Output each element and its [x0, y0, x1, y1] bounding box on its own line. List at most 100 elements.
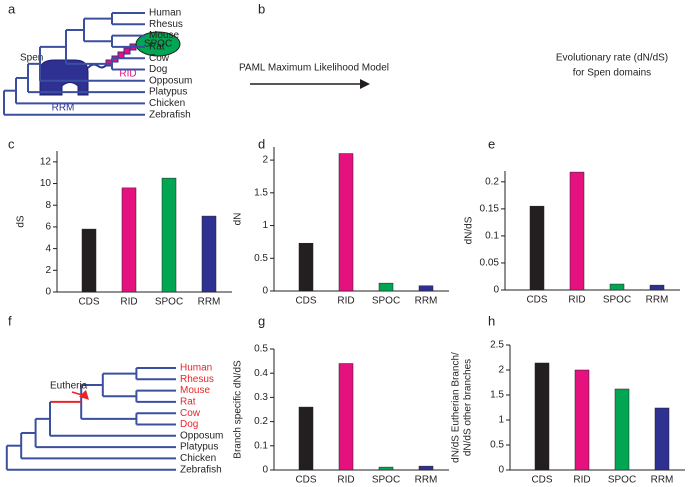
- bar: [161, 177, 177, 293]
- y-tick-label: 0.3: [254, 392, 268, 403]
- panel-label: a: [8, 1, 16, 16]
- bar: [338, 363, 354, 471]
- y-tick-label: 8: [45, 200, 51, 211]
- bar: [529, 205, 545, 291]
- bar: [418, 285, 434, 292]
- x-tick-label: RRM: [415, 475, 438, 486]
- species-label: Chicken: [149, 98, 185, 109]
- y-tick-label: 12: [40, 156, 52, 167]
- y-tick-label: 0: [493, 285, 499, 296]
- x-tick-label: RID: [573, 475, 590, 486]
- species-label: Chicken: [180, 453, 216, 464]
- y-tick-label: 0: [262, 286, 268, 297]
- species-label: Dog: [149, 64, 167, 75]
- species-label: Mouse: [149, 30, 179, 41]
- bar: [378, 282, 394, 292]
- x-tick-label: RRM: [651, 475, 674, 486]
- rrm-label: RRM: [52, 103, 75, 114]
- y-tick-label: 2: [262, 155, 268, 166]
- y-tick-label: 0.5: [490, 440, 504, 451]
- annotation: Eutheria: [50, 381, 88, 392]
- y-tick-label: 0: [498, 465, 504, 476]
- species-label: Platypus: [180, 442, 218, 453]
- panel-label: b: [258, 1, 265, 16]
- result-label: Evolutionary rate (dN/dS): [556, 53, 668, 64]
- y-tick-label: 2: [498, 365, 504, 376]
- y-tick-label: 2: [45, 265, 51, 276]
- bar: [614, 388, 630, 471]
- panel-label: e: [488, 136, 495, 151]
- bar: [81, 228, 97, 293]
- panel-label: h: [488, 313, 495, 328]
- panel-label: f: [8, 313, 12, 328]
- x-tick-label: CDS: [295, 475, 316, 486]
- y-tick-label: 0: [262, 465, 268, 476]
- x-tick-label: CDS: [531, 475, 552, 486]
- species-label: Cow: [180, 408, 201, 419]
- x-tick-label: RID: [337, 296, 354, 307]
- bar: [121, 187, 137, 293]
- bar: [569, 171, 585, 291]
- y-tick-label: 0.2: [485, 176, 499, 187]
- x-tick-label: RID: [568, 295, 585, 306]
- linker: [87, 62, 109, 69]
- x-tick-label: RRM: [646, 295, 669, 306]
- y-tick-label: 0.1: [254, 440, 268, 451]
- panel-label: g: [258, 313, 265, 328]
- y-axis-label: dN: [233, 213, 244, 226]
- bar: [649, 284, 665, 291]
- bar: [378, 466, 394, 471]
- species-label: Human: [180, 363, 212, 374]
- bar: [574, 369, 590, 471]
- y-tick-label: 0.5: [254, 344, 268, 355]
- species-label: Mouse: [180, 385, 210, 396]
- bar: [298, 242, 314, 292]
- spoc-label: SPOC: [144, 39, 172, 50]
- y-tick-label: 1: [498, 415, 504, 426]
- species-label: Rhesus: [180, 374, 214, 385]
- x-tick-label: CDS: [295, 296, 316, 307]
- x-tick-label: SPOC: [603, 295, 631, 306]
- x-tick-label: CDS: [526, 295, 547, 306]
- x-tick-label: RID: [337, 475, 354, 486]
- y-axis-label: dN/dS other branches: [463, 359, 474, 456]
- species-label: Rhesus: [149, 19, 183, 30]
- bar: [418, 465, 434, 471]
- y-axis-label: Branch specific dN/dS: [233, 360, 244, 459]
- spoc-shape: [135, 31, 181, 57]
- y-tick-label: 1.5: [254, 187, 268, 198]
- rid-label: RID: [119, 69, 136, 80]
- x-tick-label: SPOC: [155, 297, 183, 308]
- species-label: Rat: [149, 42, 165, 53]
- y-tick-label: 0.1: [485, 231, 499, 242]
- y-axis-label: dN/dS: [464, 216, 475, 244]
- y-tick-label: 1: [262, 220, 268, 231]
- y-tick-label: 2.5: [490, 340, 504, 351]
- bar: [298, 406, 314, 471]
- y-axis-label: dS: [16, 215, 27, 228]
- bar: [534, 362, 550, 471]
- species-label: Opposum: [149, 75, 192, 86]
- species-label: Human: [149, 8, 181, 19]
- species-label: Dog: [180, 419, 198, 430]
- y-tick-label: 10: [40, 178, 52, 189]
- y-tick-label: 0: [45, 287, 51, 298]
- y-axis-label: dN/dS Eutherian Branch/: [451, 352, 462, 463]
- y-tick-label: 1.5: [490, 390, 504, 401]
- species-label: Platypus: [149, 87, 187, 98]
- x-tick-label: SPOC: [608, 475, 636, 486]
- x-tick-label: RRM: [198, 297, 221, 308]
- species-label: Zebrafish: [180, 464, 222, 475]
- y-tick-label: 0.05: [480, 258, 500, 269]
- species-label: Opposum: [180, 430, 223, 441]
- bar: [201, 215, 217, 293]
- result-label: for Spen domains: [573, 68, 651, 79]
- y-tick-label: 0.15: [480, 204, 500, 215]
- y-tick-label: 0.5: [254, 253, 268, 264]
- method-label: PAML Maximum Likelihood Model: [239, 63, 389, 74]
- arrow-head: [360, 79, 370, 89]
- rrm-shape: [39, 59, 89, 96]
- protein-name: Spen: [20, 53, 43, 64]
